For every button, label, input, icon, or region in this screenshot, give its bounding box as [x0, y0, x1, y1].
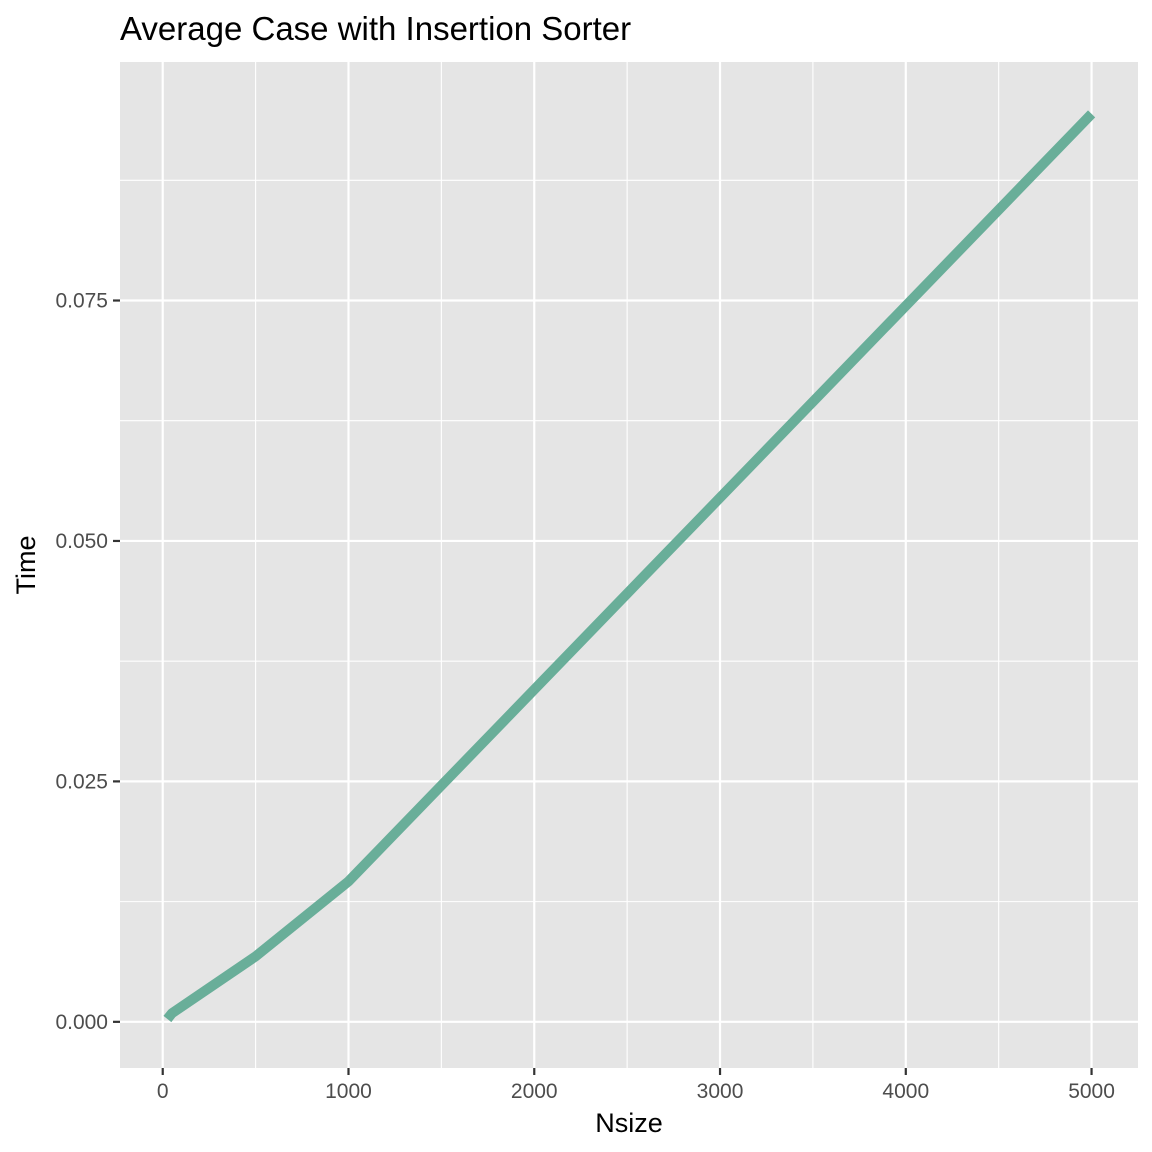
major-gridlines: [120, 62, 1138, 1068]
y-tick-label: 0.075: [55, 290, 108, 313]
x-tick-label: 4000: [882, 1080, 929, 1103]
y-tick-label: 0.050: [55, 530, 108, 553]
y-tick-label: 0.025: [55, 770, 108, 793]
x-axis: 0 1000 2000 3000 4000 5000: [157, 1068, 1115, 1103]
plot-panel: [120, 62, 1138, 1068]
series-line: [163, 110, 1096, 1023]
x-tick-label: 2000: [511, 1080, 558, 1103]
y-axis: 0.000 0.025 0.050 0.075: [55, 290, 120, 1034]
minor-gridlines: [120, 62, 1138, 1068]
series-layer: [163, 110, 1096, 1023]
chart-title: Average Case with Insertion Sorter: [120, 10, 631, 47]
y-tick-label: 0.000: [55, 1011, 108, 1034]
x-tick-label: 0: [157, 1080, 169, 1103]
y-axis-title: Time: [11, 536, 41, 595]
x-tick-label: 1000: [325, 1080, 372, 1103]
x-tick-label: 5000: [1068, 1080, 1115, 1103]
x-tick-label: 3000: [697, 1080, 744, 1103]
x-axis-title: Nsize: [595, 1108, 663, 1138]
